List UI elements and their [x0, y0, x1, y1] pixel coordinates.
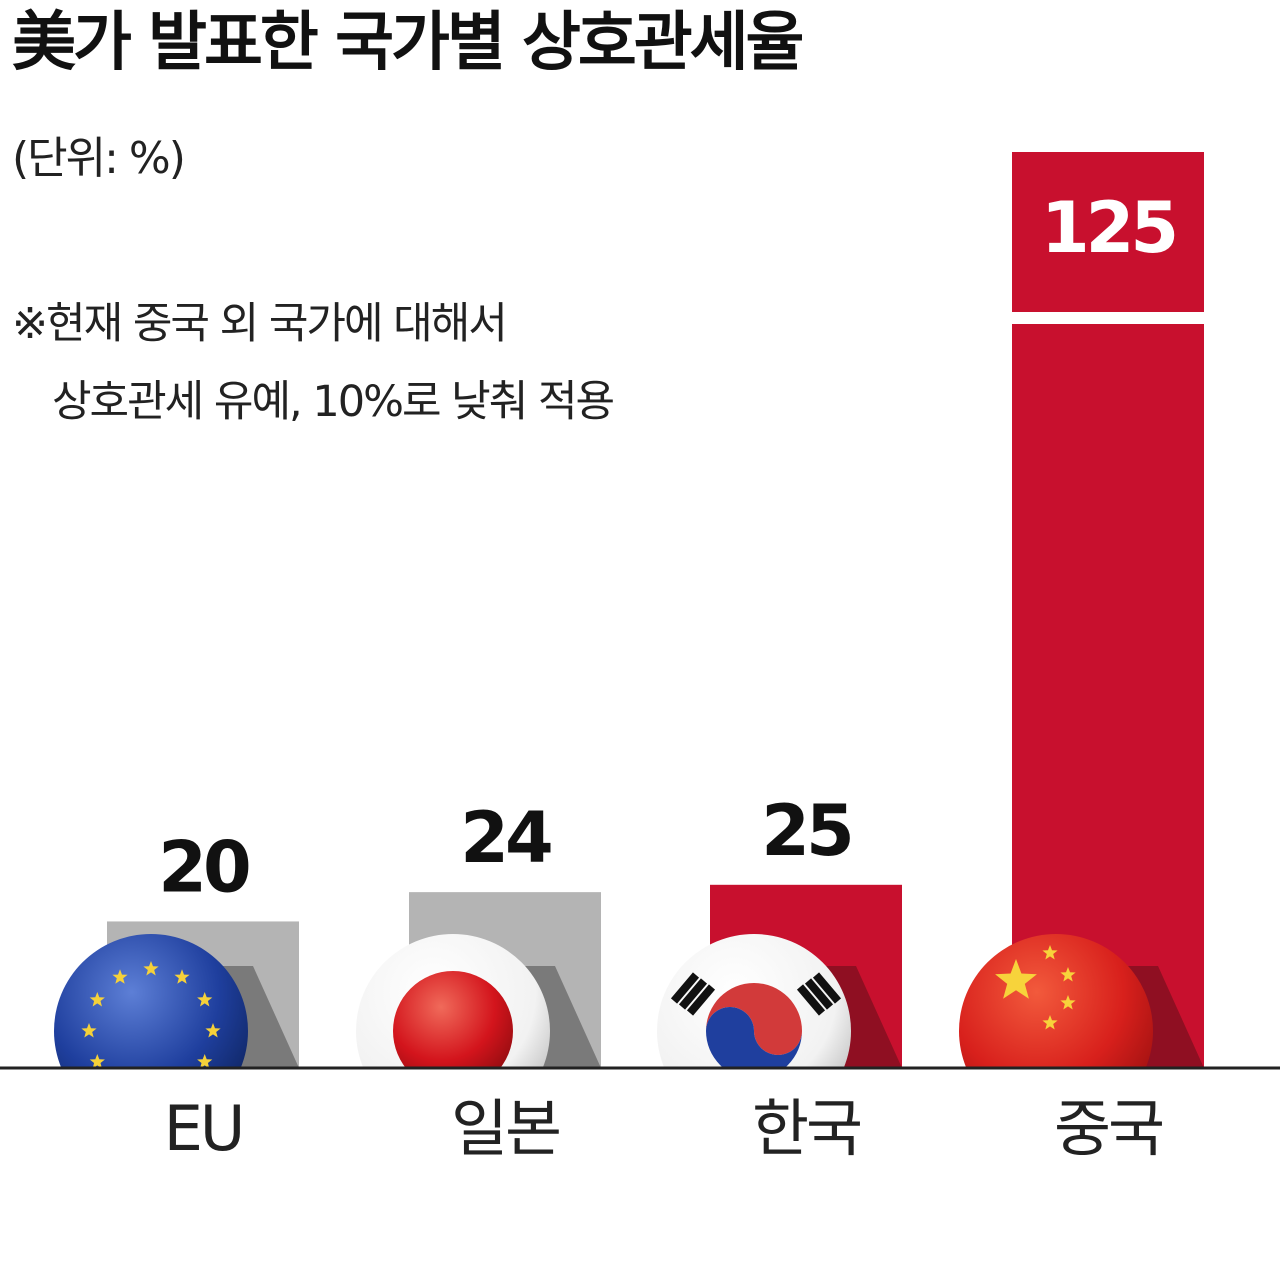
china-big-star-icon	[995, 959, 1037, 999]
eu-star-icon	[174, 1077, 189, 1092]
footnote: ※현재 중국 외 국가에 대해서 상호관세 유예, 10%로 낮춰 적용	[12, 285, 615, 441]
unit-label: (단위: %)	[12, 133, 186, 184]
china-small-star-icon	[1042, 945, 1058, 960]
footnote-line-1: ※현재 중국 외 국가에 대해서	[12, 299, 508, 349]
value-label-2: 24	[460, 797, 551, 879]
category-label-1: EU	[164, 1092, 243, 1165]
eu-star-icon	[112, 1077, 127, 1092]
japan-flag-icon	[356, 934, 550, 1068]
china-small-star-icon	[1060, 995, 1076, 1010]
china-small-star-icon	[1042, 1015, 1058, 1030]
china-small-star-icon	[1060, 967, 1076, 982]
korea-flag-icon	[657, 934, 851, 1068]
value-label-1: 20	[158, 826, 249, 908]
chart-title: 美가 발표한 국가별 상호관세율	[12, 6, 804, 80]
china-flag-icon	[959, 934, 1153, 1068]
value-label-4: 125	[1041, 187, 1175, 269]
eu-star-icon	[197, 992, 213, 1007]
eu-star-icon	[197, 1054, 213, 1068]
bar-4	[1012, 152, 1204, 1068]
eu-star-icon	[205, 1023, 221, 1038]
category-label-3: 한국	[752, 1092, 860, 1165]
footnote-line-2: 상호관세 유예, 10%로 낮춰 적용	[52, 377, 615, 427]
eu-star-icon	[174, 969, 190, 984]
eu-star-icon	[81, 1023, 97, 1038]
bar-break-line	[1012, 312, 1204, 324]
eu-star-icon	[143, 961, 159, 976]
eu-star-icon	[89, 1054, 105, 1068]
value-label-3: 25	[761, 790, 850, 872]
category-label-4: 중국	[1054, 1092, 1162, 1165]
eu-star-icon	[89, 992, 105, 1007]
eu-flag-icon	[54, 934, 248, 1100]
eu-star-icon	[143, 1085, 158, 1100]
category-label-2: 일본	[451, 1092, 559, 1165]
eu-star-icon	[112, 969, 128, 984]
